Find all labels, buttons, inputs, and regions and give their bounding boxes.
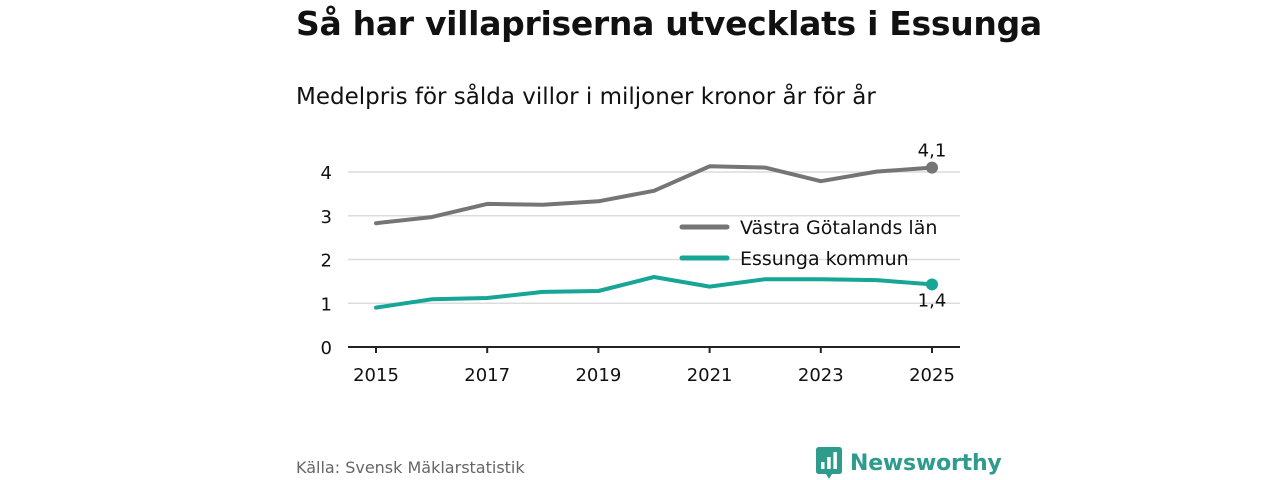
legend-label: Västra Götalands län (740, 217, 937, 239)
y-tick-label: 4 (321, 163, 332, 184)
chart-subtitle: Medelpris för sålda villor i miljoner kr… (296, 84, 876, 110)
y-tick-label: 0 (321, 338, 332, 359)
x-tick-label: 2019 (575, 365, 621, 386)
series-line-1 (374, 275, 934, 310)
series-end-label: 4,1 (918, 141, 947, 162)
series-line-0 (374, 164, 934, 226)
legend-label: Essunga kommun (740, 248, 909, 270)
series-end-marker-0 (926, 161, 938, 174)
series-end-label: 1,4 (918, 290, 947, 311)
y-tick-label: 2 (321, 251, 332, 272)
y-tick-label: 3 (321, 207, 332, 228)
x-tick-label: 2021 (687, 365, 733, 386)
x-tick-label: 2023 (798, 365, 844, 386)
brand-logo: Newsworthy (816, 447, 1002, 479)
source-note: Källa: Svensk Mäklarstatistik (296, 458, 525, 477)
x-tick-label: 2025 (909, 365, 955, 386)
x-tick-label: 2015 (353, 365, 399, 386)
series-end-marker-1 (926, 278, 938, 291)
newsworthy-logo-icon (816, 447, 842, 479)
chart-title: Så har villapriserna utvecklats i Essung… (296, 4, 1042, 43)
brand-name: Newsworthy (850, 450, 1002, 476)
y-tick-label: 1 (321, 294, 332, 315)
x-tick-label: 2017 (464, 365, 510, 386)
